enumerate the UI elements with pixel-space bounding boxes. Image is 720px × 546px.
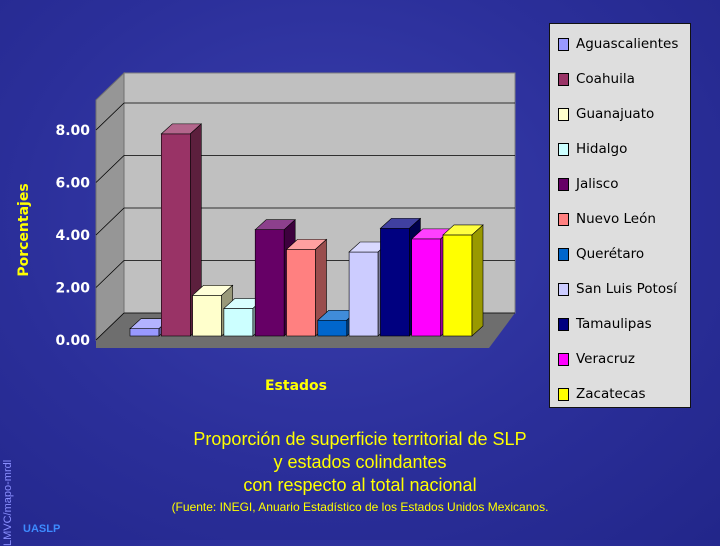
bar-front: [380, 228, 410, 337]
legend-swatch: [558, 282, 569, 296]
bar-side: [471, 224, 484, 337]
legend-swatch: [558, 107, 569, 121]
legend-item: San Luis Potosí: [558, 280, 677, 298]
bar: [442, 224, 484, 337]
legend-label: Jalisco: [576, 176, 619, 192]
organization-label: UASLP: [23, 523, 61, 535]
y-tick-label: 8.00: [55, 123, 90, 139]
x-axis-title: Estados: [265, 378, 327, 394]
bar: [285, 238, 328, 337]
gridline-side: [95, 260, 125, 288]
bars: [129, 123, 484, 337]
legend-item: Coahuila: [558, 70, 635, 88]
legend-label: Coahuila: [576, 71, 635, 87]
caption-line-3: con respecto al total nacional: [243, 475, 477, 495]
legend: Aguascalientes Coahuila Guanajuato Hidalgo J…: [549, 23, 691, 408]
y-tick-labels: 0.00 2.00 4.00 6.00 8.00: [55, 123, 90, 349]
legend-label: Guanajuato: [576, 106, 655, 122]
bar-front: [286, 249, 316, 337]
legend-label: Querétaro: [576, 246, 645, 262]
watermark: LMVC/mapo-mrdl: [2, 459, 14, 546]
y-axis-title: Porcentajes: [16, 183, 32, 276]
legend-item: Hidalgo: [558, 140, 627, 158]
legend-item: Tamaulipas: [558, 315, 652, 333]
legend-item: Aguascalientes: [558, 35, 678, 53]
chart-caption: Proporción de superficie territorial de …: [120, 428, 600, 497]
bar-front: [411, 238, 442, 337]
legend-label: Hidalgo: [576, 141, 628, 157]
legend-item: Nuevo León: [558, 210, 656, 228]
legend-item: Veracruz: [558, 350, 635, 368]
y-tick-label: 6.00: [55, 176, 90, 192]
legend-label: Nuevo León: [576, 211, 656, 227]
bar-front: [317, 319, 348, 337]
legend-item: Zacatecas: [558, 385, 646, 403]
legend-swatch: [558, 37, 569, 51]
gridline-side: [95, 312, 125, 341]
legend-swatch: [558, 387, 569, 401]
y-tick-label: 4.00: [55, 228, 90, 244]
gridline-side: [95, 207, 125, 236]
legend-swatch: [558, 317, 569, 331]
bar-front: [254, 229, 285, 337]
caption-line-2: y estados colindantes: [273, 452, 447, 472]
legend-swatch: [558, 247, 569, 261]
gridline-side: [95, 102, 125, 131]
legend-swatch: [558, 72, 569, 86]
bar-front: [348, 251, 379, 337]
y-tick-label: 2.00: [55, 281, 90, 297]
legend-item: Querétaro: [558, 245, 644, 263]
side-wall: [95, 71, 125, 342]
legend-label: Veracruz: [576, 351, 635, 367]
caption-line-1: Proporción de superficie territorial de …: [193, 429, 527, 449]
bar-front: [223, 308, 254, 337]
legend-swatch: [558, 352, 569, 366]
legend-label: Zacatecas: [576, 386, 646, 402]
legend-label: Aguascalientes: [576, 36, 679, 52]
legend-label: Tamaulipas: [576, 316, 652, 332]
bar: [160, 123, 203, 337]
legend-swatch: [558, 212, 569, 226]
y-tick-label: 0.00: [55, 333, 90, 349]
source-note: (Fuente: INEGI, Anuario Estadístico de l…: [171, 500, 549, 514]
legend-item: Guanajuato: [558, 105, 654, 123]
legend-swatch: [558, 177, 569, 191]
bar-front: [442, 234, 473, 337]
bar-front: [161, 133, 191, 337]
gridline-side: [95, 155, 125, 183]
legend-label: San Luis Potosí: [576, 281, 677, 297]
bar-front: [129, 328, 160, 337]
bar-front: [192, 295, 222, 337]
legend-item: Jalisco: [558, 175, 618, 193]
legend-swatch: [558, 142, 569, 156]
